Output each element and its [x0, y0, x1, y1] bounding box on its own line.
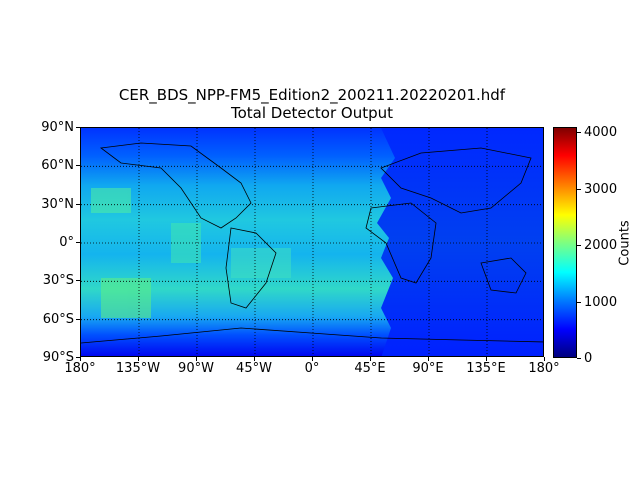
- coast-south-america: [225, 227, 277, 309]
- lon-tick-mark: [486, 357, 487, 361]
- colorbar-tick-label: 3000: [584, 181, 618, 197]
- lon-tick-mark: [544, 357, 545, 361]
- lat-tick-label: 60°N: [41, 158, 74, 174]
- lon-tick-label: 0°: [304, 361, 320, 376]
- lon-tick-mark: [196, 357, 197, 361]
- lat-tick-label: 90°N: [41, 120, 74, 135]
- bright-streaks: [91, 188, 291, 318]
- lon-tick-label: 90°E: [412, 361, 444, 376]
- lon-tick-label: 180°: [64, 361, 96, 376]
- lat-tick-label: 30°N: [41, 196, 74, 212]
- colorbar-tick-label: 4000: [584, 125, 618, 141]
- colorbar-tick-mark: [577, 188, 581, 190]
- colorbar-tick-label: 1000: [584, 294, 618, 310]
- colorbar-tick-mark: [577, 245, 581, 247]
- lon-tick-mark: [80, 357, 81, 361]
- coast-australia: [480, 257, 527, 294]
- coast-eurasia: [380, 147, 532, 214]
- lat-tick-label: 30°S: [42, 273, 74, 289]
- chart-subtitle: Total Detector Output: [230, 104, 394, 122]
- lon-tick-mark: [138, 357, 139, 361]
- lon-tick-label: 135°E: [466, 361, 506, 376]
- lat-tick-mark: [76, 127, 80, 128]
- colorbar-tick-mark: [577, 132, 581, 134]
- streak-region: [101, 278, 151, 318]
- lat-tick-mark: [76, 318, 80, 320]
- coast-africa: [365, 202, 437, 284]
- coastlines: [81, 142, 543, 344]
- lon-tick-label: 135°W: [115, 361, 161, 376]
- lat-tick-label: 60°S: [42, 311, 74, 327]
- chart-title: CER_BDS_NPP-FM5_Edition2_200211.20220201…: [118, 86, 506, 104]
- coast-north-america: [99, 142, 252, 229]
- lon-tick-label: 90°W: [178, 361, 214, 376]
- lat-tick-mark: [76, 280, 80, 282]
- colorbar-tick-mark: [577, 301, 581, 303]
- lat-tick-mark: [76, 203, 80, 205]
- lon-tick-mark: [428, 357, 429, 361]
- streak-region: [91, 188, 131, 213]
- lat-tick-label: 90°S: [42, 350, 74, 365]
- colorbar-label: Counts: [617, 220, 633, 266]
- lon-tick-label: 180°: [528, 361, 560, 376]
- lon-tick-label: 45°E: [354, 361, 386, 376]
- colorbar-tick-label: 2000: [584, 238, 618, 254]
- lon-tick-label: 45°W: [236, 361, 272, 376]
- lat-tick-mark: [76, 165, 80, 167]
- coast-antarctica: [81, 327, 543, 344]
- lat-tick-mark: [76, 242, 80, 243]
- colorbar: [553, 127, 577, 358]
- map-plot-area: [80, 127, 544, 357]
- lat-tick-label: 0°: [59, 235, 74, 250]
- lon-tick-mark: [312, 357, 313, 361]
- colorbar-tick-label: 0: [584, 351, 593, 366]
- lon-tick-mark: [254, 357, 255, 361]
- map-svg: [81, 128, 543, 356]
- lat-tick-mark: [76, 357, 80, 358]
- gridlines: [81, 128, 543, 356]
- colorbar-tick-mark: [577, 358, 581, 359]
- east-field: [377, 128, 543, 356]
- streak-region: [231, 248, 291, 278]
- lon-tick-mark: [370, 357, 371, 361]
